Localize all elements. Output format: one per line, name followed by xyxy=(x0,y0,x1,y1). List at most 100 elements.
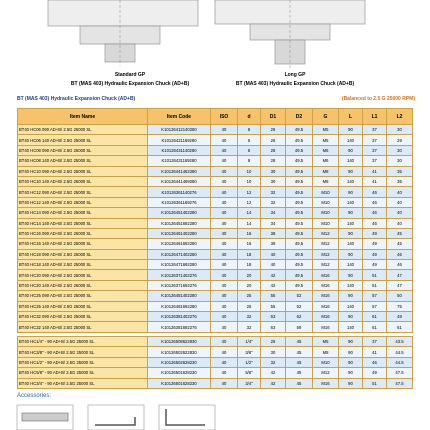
cell: 26 xyxy=(260,134,286,146)
column-header: D1 xyxy=(260,108,286,125)
cell: 35 xyxy=(386,165,413,177)
table-row: BT40 HC5/8" - 90 AD+B/ 2.5G 25000 SL K101… xyxy=(17,367,413,379)
item-name: BT40 HC12 140 AD+B/ 2.5G 25000 SL xyxy=(17,196,148,209)
cell: M6 xyxy=(312,144,339,157)
cell: 40 xyxy=(210,123,238,136)
cell: K10126381692276 xyxy=(147,321,211,333)
cell: K10126371402276 xyxy=(147,269,211,281)
cell: 49 xyxy=(362,238,387,250)
cell: 40 xyxy=(386,196,413,209)
table-row: BT40 HC06 090 AD+B/ 2.5G 25000 SL K101264… xyxy=(17,123,413,136)
cell: 63 xyxy=(260,311,286,323)
table-row: BT40 HC16 090 AD+B/ 2.5G 25000 SL K101264… xyxy=(17,227,413,240)
section-note: (Balanced to 2.5 G 25000 RPM) xyxy=(341,96,415,102)
cell: 140 xyxy=(338,321,363,333)
cell: K10126412140280 xyxy=(147,123,211,136)
cell: 49.5 xyxy=(285,175,313,188)
cell: 30 xyxy=(386,155,413,167)
cell: 37 xyxy=(362,123,387,136)
item-name: BT40 HC14 140 AD+B/ 2.5G 25000 SL xyxy=(17,217,148,229)
cell: 45 xyxy=(386,227,413,240)
cell: K10126471402280 xyxy=(147,248,211,261)
cell: 55 xyxy=(260,290,286,302)
cell: K10126451402280 xyxy=(147,207,211,219)
cell: 38 xyxy=(260,238,286,250)
accessories-title: Accessories: xyxy=(17,393,52,399)
cell: 46 xyxy=(386,259,413,271)
accessory-drawings xyxy=(16,404,216,430)
cell: 40 xyxy=(210,290,238,302)
cell: 35 xyxy=(386,175,413,188)
cell: M8 xyxy=(312,165,339,177)
cell: 90 xyxy=(338,227,363,240)
cell: 32 xyxy=(237,311,261,323)
header-row: Item Name Item Code ISO d D1 D2 G L L1 L2 xyxy=(17,108,413,125)
cell: K10126421169280 xyxy=(147,134,211,146)
caption-title: Standard GP xyxy=(114,72,146,78)
column-header: D2 xyxy=(285,108,313,125)
cell: 40 xyxy=(386,217,413,229)
cell: M12 xyxy=(312,227,339,240)
cell: M12 xyxy=(312,248,339,261)
cell: 37 xyxy=(362,335,387,348)
cell: 45 xyxy=(285,377,313,389)
cell: 26 xyxy=(260,335,286,348)
table-row: BT40 HC16 140 AD+B/ 2.5G 25000 SL K101264… xyxy=(17,238,413,250)
cell: 40 xyxy=(210,311,238,323)
table-row: BT40 HC08 140 AD+B/ 2.5G 25000 SL K101264… xyxy=(17,155,413,167)
cell: K10126441469280 xyxy=(147,175,211,188)
cell: K10126501628230 xyxy=(147,367,211,379)
cell: 90 xyxy=(338,123,363,136)
cell: 41 xyxy=(362,346,387,358)
cell: 43.5 xyxy=(386,335,413,348)
cell: 40 xyxy=(260,259,286,271)
table-row: BT40 HC10 140 AD+B/ 2.5G 25000 SL K101264… xyxy=(17,175,413,188)
table-row: BT40 HC06 140 AD+B/ 2.5G 25000 SL K101264… xyxy=(17,134,413,146)
cell: 42 xyxy=(260,377,286,389)
cell: 30 xyxy=(386,123,413,136)
cell: 49.5 xyxy=(285,196,313,209)
cell: M10 xyxy=(312,356,339,369)
cell: K10126481692280 xyxy=(147,300,211,313)
cell: 40 xyxy=(210,175,238,188)
cell: 28 xyxy=(260,155,286,167)
cell: 49 xyxy=(362,367,387,379)
cell: 40 xyxy=(210,165,238,177)
cell: K10126361140276 xyxy=(147,186,211,198)
cell: 40 xyxy=(210,227,238,240)
column-header: ISO xyxy=(210,108,238,125)
inch-spec-table: BT40 HC1/4" - 90 AD+B/ 2.5G 25000 SL K101… xyxy=(17,335,413,389)
cell: 140 xyxy=(338,196,363,209)
cell: 90 xyxy=(338,144,363,157)
cell: M10 xyxy=(312,196,339,209)
cell: 40 xyxy=(210,300,238,313)
table-row: BT40 HC18 090 AD+B/ 2.5G 25000 SL K101264… xyxy=(17,248,413,261)
cell: 30 xyxy=(260,165,286,177)
cell: 3/4" xyxy=(237,377,261,389)
cell: 40 xyxy=(210,186,238,198)
cell: 57 xyxy=(362,300,387,313)
cell: 46 xyxy=(386,248,413,261)
caption-subtitle: BT (MAS 403) Hydraulic Expansion Chuck (… xyxy=(235,81,355,87)
cell: 29 xyxy=(386,134,413,146)
cell: 46 xyxy=(362,196,387,209)
column-header: Item Code xyxy=(147,108,211,125)
cell: 49 xyxy=(362,227,387,240)
table-row: BT40 HC1/2" - 90 AD+B/ 2.5G 25000 SL K101… xyxy=(17,356,413,369)
cell: K10126441462280 xyxy=(147,165,211,177)
column-header: L xyxy=(338,108,363,125)
cell: 32 xyxy=(237,321,261,333)
cell: 47 xyxy=(386,269,413,281)
cell: 32 xyxy=(260,196,286,209)
cell: 40 xyxy=(210,321,238,333)
cell: 62 xyxy=(285,311,313,323)
cell: 59 xyxy=(285,321,313,333)
cell: 32 xyxy=(260,356,286,369)
column-header: G xyxy=(312,108,339,125)
cell: 32 xyxy=(260,186,286,198)
cell: M12 xyxy=(312,238,339,250)
item-name: BT40 HC08 140 AD+B/ 2.5G 25000 SL xyxy=(17,155,148,167)
cell: M16 xyxy=(312,311,339,323)
cell: 49.5 xyxy=(285,248,313,261)
caption-title: Long GP xyxy=(284,72,306,78)
